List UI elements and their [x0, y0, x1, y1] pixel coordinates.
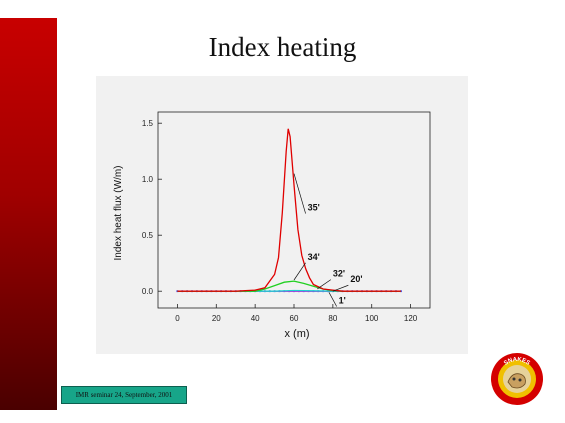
- series-line: [177, 280, 401, 292]
- x-tick-label: 20: [212, 314, 221, 323]
- chart-axes: 0 20 40 60 80 100 120 0.0 0.5 1.0 1.5: [142, 111, 431, 323]
- annotation-leader: [332, 284, 349, 292]
- x-tick-label: 60: [290, 314, 299, 323]
- annotation-leader: [293, 262, 306, 281]
- svg-text:SNAKES: SNAKES: [503, 357, 531, 367]
- x-axis-label: x (m): [284, 328, 309, 340]
- annotation-label: 32': [333, 269, 345, 279]
- annotation-leader: [317, 279, 332, 290]
- institution-seal-icon: SNAKES: [491, 353, 543, 405]
- red-accent-bar: [0, 18, 57, 410]
- y-tick-label: 0.0: [142, 287, 154, 296]
- y-axis-label: Index heat flux (W/m): [113, 165, 124, 260]
- series-line: [177, 128, 401, 292]
- x-tick-label: 0: [175, 314, 180, 323]
- chart-series: [176, 128, 402, 293]
- seal-text: SNAKES: [503, 357, 531, 367]
- annotation-label: 34': [308, 252, 320, 262]
- chart-annotations: 35' 34' 32' 20' 1': [293, 173, 362, 307]
- y-tick-label: 0.5: [142, 231, 154, 240]
- y-tick-label: 1.0: [142, 175, 154, 184]
- x-tick-label: 120: [404, 314, 418, 323]
- annotation-label: 1': [339, 296, 346, 306]
- slide-title: Index heating: [208, 32, 357, 62]
- y-tick-label: 1.5: [142, 119, 154, 128]
- annotation-leader: [293, 173, 306, 214]
- footer-label: IMR seminar 24, September, 2001: [61, 386, 187, 404]
- x-tick-label: 80: [328, 314, 337, 323]
- x-tick-label: 100: [365, 314, 379, 323]
- annotation-label: 20': [350, 274, 362, 284]
- x-tick-label: 40: [251, 314, 260, 323]
- annotation-leader: [328, 292, 337, 307]
- plot-frame: [157, 111, 431, 309]
- annotation-label: 35': [308, 203, 320, 213]
